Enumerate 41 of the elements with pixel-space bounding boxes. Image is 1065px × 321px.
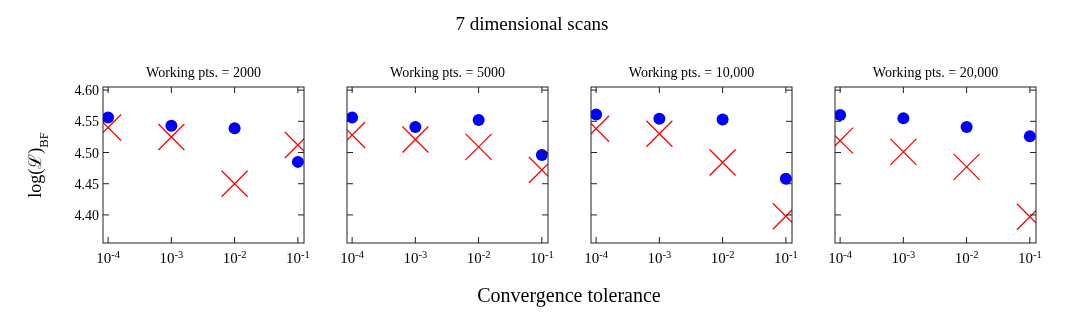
point bbox=[960, 120, 973, 133]
y-tick-label: 4.40 bbox=[74, 207, 99, 223]
text: 7 dimensional scans bbox=[455, 13, 609, 34]
point bbox=[291, 155, 304, 168]
text: Convergence tolerance bbox=[477, 284, 661, 307]
point bbox=[716, 113, 729, 126]
x-tick-label: 10$^{-3}$ bbox=[891, 248, 916, 266]
y-tick-label: 4.55 bbox=[74, 114, 99, 130]
point bbox=[591, 108, 603, 121]
point bbox=[779, 172, 792, 185]
y-tick-label: 4.60 bbox=[74, 83, 99, 99]
chart-title: Working pts. = 2000 bbox=[146, 65, 261, 80]
x-tick-label: 10$^{-2}$ bbox=[954, 248, 979, 266]
chart-title: Working pts. = 5000 bbox=[390, 65, 505, 80]
point bbox=[653, 112, 666, 125]
point bbox=[165, 119, 178, 132]
x-tick-label: 10$^{-4}$ bbox=[584, 248, 609, 266]
x-tick-label: 10$^{-1}$ bbox=[774, 248, 798, 266]
x-tick-label: 10$^{-1}$ bbox=[1018, 248, 1042, 266]
x-tick-label: 10$^{-3}$ bbox=[159, 248, 184, 266]
point bbox=[472, 114, 485, 127]
x-tick-label: 10$^{-1}$ bbox=[286, 248, 310, 266]
x-tick-label: 10$^{-4}$ bbox=[340, 248, 365, 266]
point bbox=[1023, 130, 1036, 143]
x-tick-label: 10$^{-3}$ bbox=[403, 248, 428, 266]
x-tick-label: 10$^{-2}$ bbox=[466, 248, 491, 266]
y-tick-label: 4.50 bbox=[74, 145, 99, 161]
x-tick-label: 10$^{-3}$ bbox=[647, 248, 672, 266]
y-tick-label: 4.45 bbox=[74, 176, 99, 192]
x-tick-label: 10$^{-2}$ bbox=[222, 248, 247, 266]
x-tick-label: 10$^{-4}$ bbox=[828, 248, 853, 266]
x-tick-label: 10$^{-1}$ bbox=[530, 248, 554, 266]
point bbox=[835, 109, 847, 122]
point bbox=[535, 149, 548, 162]
x-tick-label: 10$^{-2}$ bbox=[710, 248, 735, 266]
x-tick-label: 10$^{-4}$ bbox=[96, 248, 121, 266]
chart-title: Working pts. = 20,000 bbox=[872, 65, 999, 80]
point bbox=[897, 112, 910, 125]
point bbox=[228, 122, 241, 135]
chart-title: Working pts. = 10,000 bbox=[628, 65, 755, 80]
point bbox=[409, 120, 422, 133]
